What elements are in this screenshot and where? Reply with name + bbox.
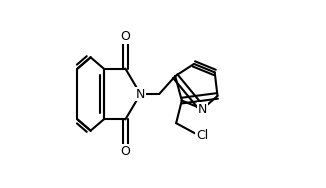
Text: N: N bbox=[198, 102, 207, 116]
Text: O: O bbox=[121, 145, 130, 158]
Text: Cl: Cl bbox=[196, 129, 208, 142]
Text: O: O bbox=[121, 30, 130, 43]
Text: N: N bbox=[136, 87, 145, 101]
